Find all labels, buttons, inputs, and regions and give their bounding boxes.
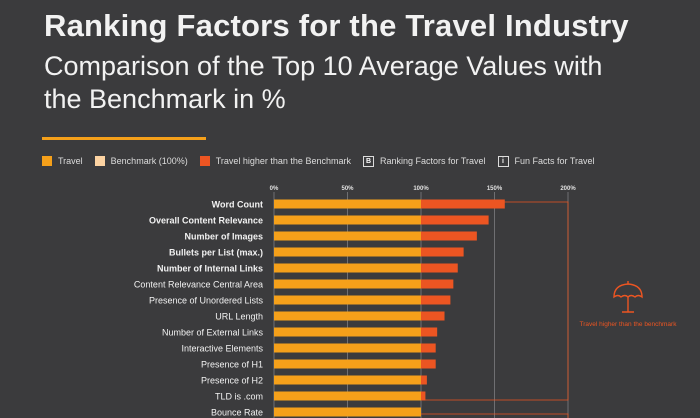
fun-fact-icon: i (497, 155, 509, 167)
ranking-factor-icon: B (362, 155, 374, 167)
higher-bracket (421, 201, 569, 401)
bar-higher (421, 231, 477, 241)
legend-item-travel: Travel (42, 156, 83, 166)
x-tick-label: 50% (341, 186, 354, 192)
bar-higher (421, 263, 458, 273)
category-label: Number of Internal Links (157, 264, 263, 274)
legend-item-benchmark: Benchmark (100%) (94, 156, 188, 166)
legend-swatch-higher (199, 156, 210, 166)
bar-higher (421, 311, 445, 321)
bar-travel (274, 327, 421, 337)
bar-travel (274, 359, 421, 369)
legend-label-higher: Travel higher than the Benchmark (215, 156, 351, 166)
chart-subtitle: Comparison of the Top 10 Average Values … (44, 51, 603, 114)
bar-travel (274, 407, 421, 417)
category-label: Bounce Rate (211, 408, 263, 418)
bar-travel (274, 375, 421, 385)
category-label: Word Count (212, 200, 263, 210)
legend-item-higher: Travel higher than the Benchmark (199, 156, 351, 166)
bar-higher (421, 359, 436, 369)
category-label: Presence of Unordered Lists (149, 296, 264, 306)
legend-label-fun: Fun Facts for Travel (514, 156, 595, 166)
chart-title: Ranking Factors for the Travel Industry (44, 8, 629, 43)
bar-higher (421, 215, 489, 225)
bar-travel (274, 215, 421, 225)
category-label: Number of External Links (162, 328, 264, 338)
bar-travel (274, 263, 421, 273)
bar-higher (421, 295, 451, 305)
bar-travel (274, 231, 421, 241)
bar-higher (421, 279, 454, 289)
category-label: TLD is .com (215, 392, 263, 402)
bar-travel (274, 295, 421, 305)
category-label: URL Length (215, 312, 263, 322)
legend-label-benchmark: Benchmark (100%) (110, 156, 188, 166)
bar-travel (274, 247, 421, 257)
bar-higher (421, 199, 505, 209)
bar-travel (274, 343, 421, 353)
bar-higher (421, 391, 426, 401)
annotation-label: Travel higher than the benchmark (580, 321, 678, 328)
umbrella-icon (613, 283, 643, 299)
bar-travel (274, 311, 421, 321)
category-label: Presence of H1 (201, 360, 263, 370)
category-label: Bullets per List (max.) (169, 248, 263, 258)
bar-higher (421, 327, 438, 337)
legend-swatch-travel (42, 156, 52, 166)
bar-travel (274, 391, 421, 401)
legend-item-fun: i Fun Facts for Travel (497, 155, 595, 167)
lower-bracket (421, 413, 569, 418)
bar-travel (274, 199, 421, 209)
legend: Travel Benchmark (100%) Travel higher th… (42, 154, 607, 168)
legend-label-ranking: Ranking Factors for Travel (379, 156, 486, 166)
title-underline (42, 137, 206, 140)
legend-swatch-benchmark (94, 156, 105, 166)
legend-item-ranking: B Ranking Factors for Travel (362, 155, 486, 167)
x-tick-label: 200% (560, 186, 576, 192)
category-label: Content Relevance Central Area (134, 280, 263, 290)
category-label: Overall Content Relevance (149, 216, 263, 226)
category-label: Interactive Elements (181, 344, 263, 354)
category-label: Presence of H2 (201, 376, 263, 386)
legend-label-travel: Travel (58, 156, 83, 166)
x-tick-label: 100% (413, 186, 429, 192)
bar-higher (421, 375, 427, 385)
bar-higher (421, 247, 464, 257)
umbrella-icon-pole (622, 297, 634, 313)
x-tick-label: 0% (270, 186, 279, 192)
category-label: Number of Images (184, 232, 263, 242)
bar-travel (274, 279, 421, 289)
x-tick-label: 150% (487, 186, 503, 192)
bar-higher (421, 343, 436, 353)
